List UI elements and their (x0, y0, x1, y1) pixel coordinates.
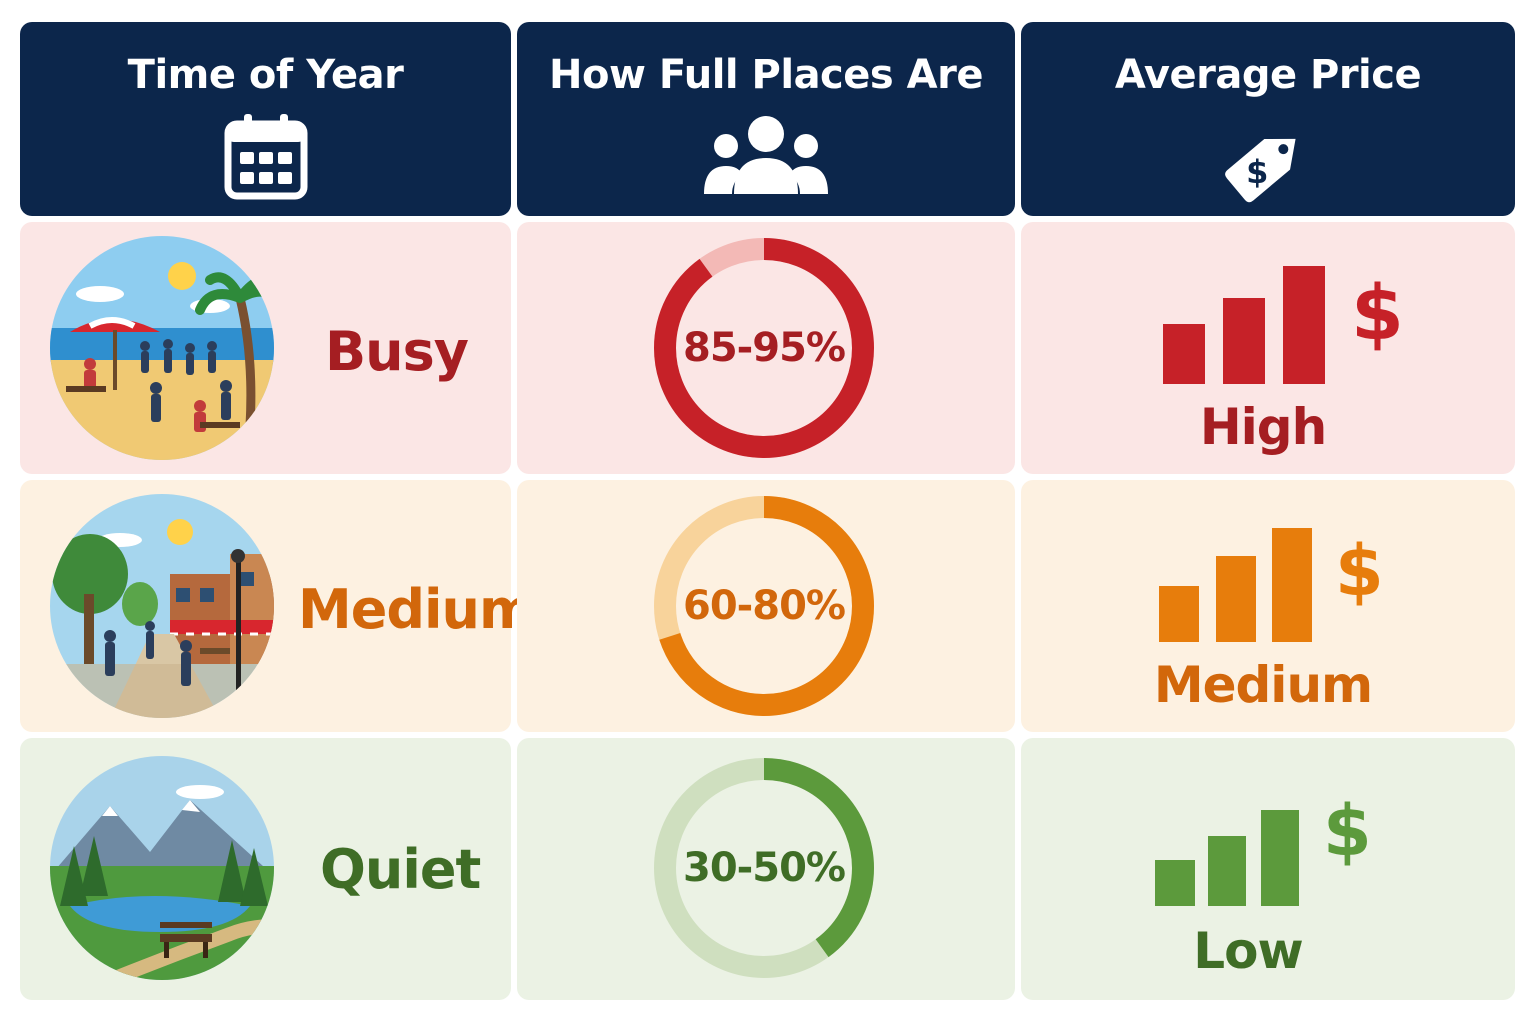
header-how-full: How Full Places Are (517, 22, 1015, 216)
price-level-high: High (1199, 398, 1327, 456)
occupancy-donut-busy: 85-95% (652, 236, 876, 460)
row-medium-season-cell: Medium (20, 480, 535, 732)
header-time-label: Time of Year (127, 52, 404, 98)
price-bar (1208, 836, 1246, 906)
price-bars-high (1163, 266, 1325, 384)
donut-fill (654, 758, 874, 978)
season-label-quiet: Quiet (320, 838, 481, 901)
season-comparison-table: Time of Year How Full Places Are (20, 22, 1516, 1002)
header-price-label: Average Price (1114, 52, 1422, 98)
price-bar (1159, 586, 1199, 642)
dollar-sign-icon: $ (1351, 268, 1404, 357)
row-medium-price-cell: $ Medium (1021, 480, 1515, 732)
occupancy-value-quiet: 30-50% (682, 845, 846, 891)
price-bar (1283, 266, 1325, 384)
price-bar (1216, 556, 1256, 642)
occupancy-value-busy: 85-95% (682, 325, 846, 371)
price-level-low: Low (1193, 922, 1303, 980)
occupancy-donut-quiet: 30-50% (652, 756, 876, 980)
occupancy-donut-medium: 60-80% (652, 494, 876, 718)
donut-fill (654, 496, 874, 716)
lake-mountain-scene-icon (50, 756, 274, 980)
price-bar (1261, 810, 1299, 906)
price-bar (1223, 298, 1265, 384)
row-busy-season-cell: Busy (20, 222, 511, 474)
row-quiet-occupancy-cell: 30-50% (517, 738, 1015, 1000)
calendar-icon (224, 112, 308, 204)
dollar-sign-icon: $ (1335, 530, 1384, 612)
header-average-price: Average Price $ (1021, 22, 1515, 216)
donut-fill (654, 238, 874, 458)
town-street-scene-icon (50, 494, 274, 718)
people-icon (704, 114, 828, 198)
row-quiet-price-cell: $ Low (1021, 738, 1515, 1000)
dollar-sign-icon: $ (1323, 790, 1372, 872)
row-quiet-season-cell: Quiet (20, 738, 511, 1000)
price-bar (1155, 860, 1195, 906)
season-label-busy: Busy (325, 320, 469, 383)
price-bar (1163, 324, 1205, 384)
row-busy-occupancy-cell: 85-95% (517, 222, 1015, 474)
header-time-of-year: Time of Year (20, 22, 511, 216)
price-bars-medium (1159, 528, 1321, 642)
price-tag-icon: $ (1218, 112, 1318, 212)
row-busy-price-cell: $ High (1021, 222, 1515, 474)
row-medium-occupancy-cell: 60-80% (517, 480, 1015, 732)
season-label-medium: Medium (298, 578, 535, 641)
price-bar (1272, 528, 1312, 642)
beach-scene-icon (50, 236, 274, 460)
svg-text:$: $ (1246, 153, 1268, 191)
price-level-medium: Medium (1153, 656, 1373, 714)
occupancy-value-medium: 60-80% (682, 583, 846, 629)
price-bars-low (1155, 810, 1317, 906)
header-full-label: How Full Places Are (549, 52, 983, 98)
